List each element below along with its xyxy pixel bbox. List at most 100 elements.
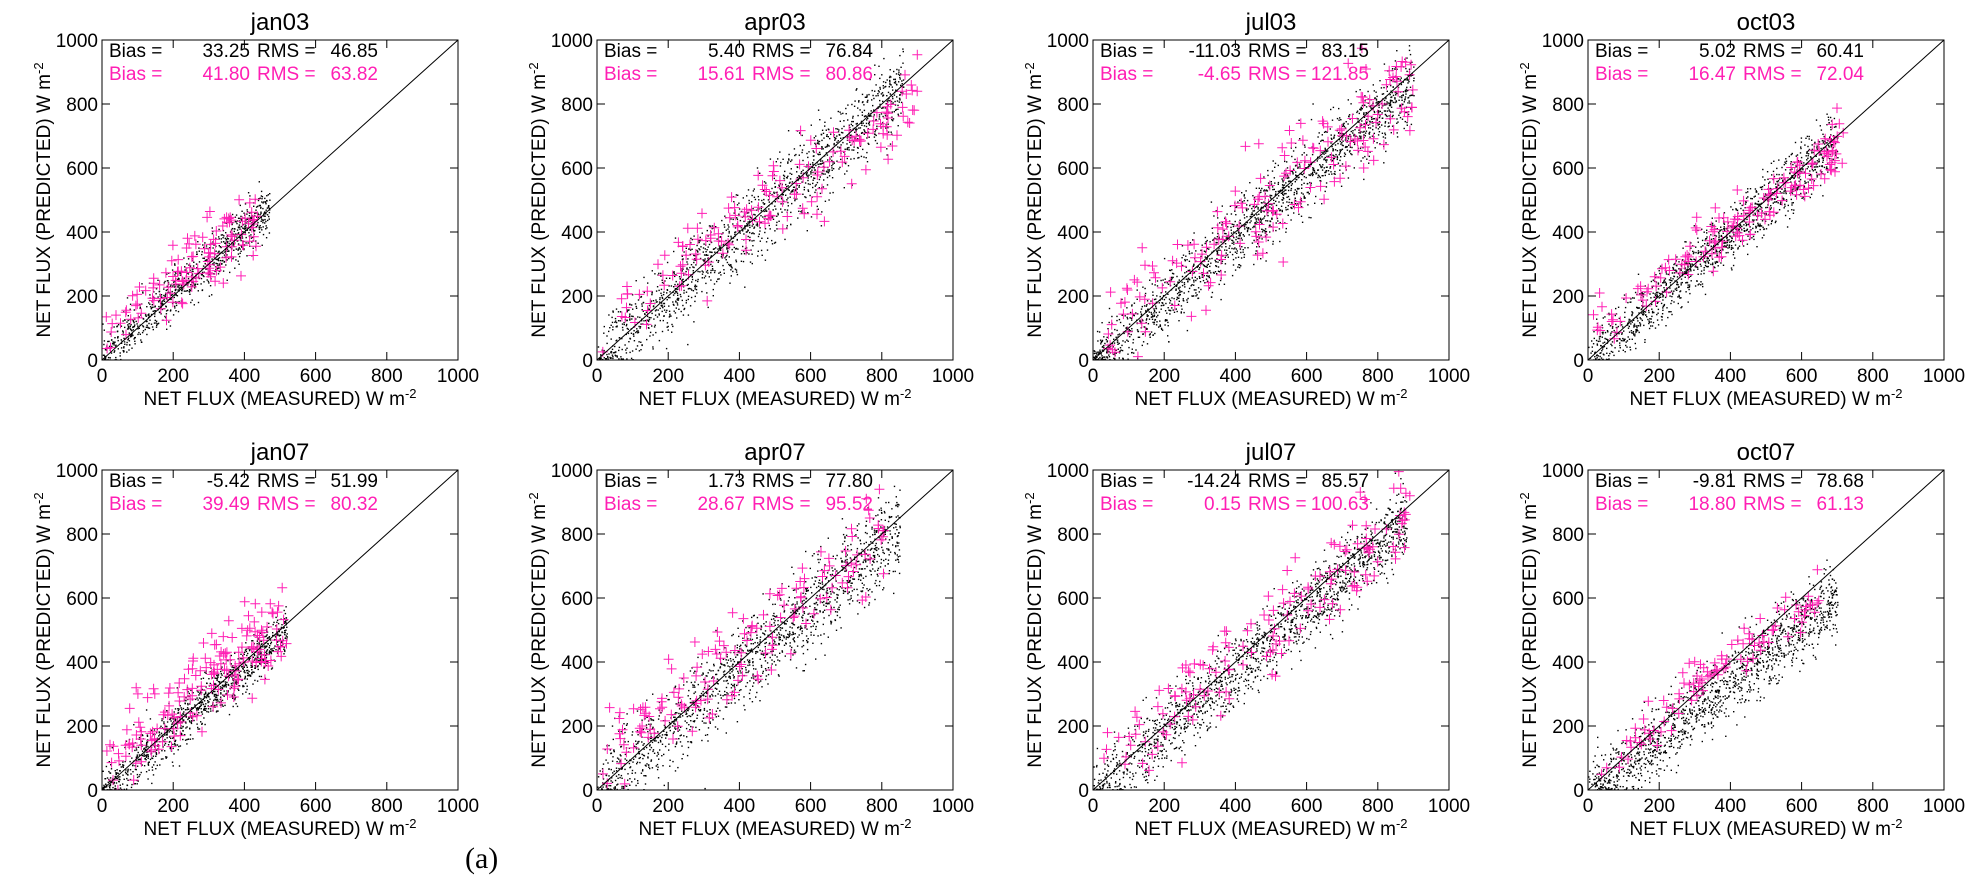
data-point <box>240 250 242 252</box>
data-point <box>694 285 696 288</box>
data-point <box>607 356 609 358</box>
data-point <box>848 146 850 149</box>
data-point <box>1216 241 1218 244</box>
data-point <box>246 255 248 257</box>
data-point <box>814 185 816 187</box>
data-point-plus <box>125 314 136 325</box>
data-point <box>886 95 888 97</box>
data-point <box>716 238 718 240</box>
data-point <box>1408 68 1411 70</box>
data-point <box>1396 132 1398 134</box>
data-point <box>1349 146 1352 148</box>
data-point-plus <box>1285 165 1296 176</box>
data-point <box>1249 215 1251 218</box>
data-point <box>123 351 125 353</box>
data-point <box>771 193 773 196</box>
bias-value: -4.65 <box>1198 64 1241 85</box>
data-point <box>1160 304 1163 307</box>
data-point-plus <box>1356 43 1367 54</box>
data-point <box>207 280 210 283</box>
data-point <box>1191 252 1193 254</box>
data-point <box>842 112 844 115</box>
data-point <box>703 243 705 245</box>
data-point <box>102 354 105 356</box>
data-point <box>104 358 107 360</box>
data-point <box>157 296 159 298</box>
data-point-plus <box>634 289 645 300</box>
data-point <box>1337 132 1340 134</box>
data-point <box>1295 178 1297 181</box>
data-point <box>720 274 722 276</box>
data-point <box>1796 154 1799 156</box>
data-point <box>1246 209 1248 212</box>
data-point <box>1215 241 1217 244</box>
data-point <box>730 269 732 271</box>
data-point <box>1106 351 1108 354</box>
x-tick-label: 200 <box>1148 366 1180 387</box>
data-point <box>1147 308 1149 311</box>
data-point <box>1637 330 1639 332</box>
data-point <box>1375 91 1377 93</box>
data-point <box>1377 112 1380 114</box>
data-point <box>806 152 808 155</box>
data-point <box>762 216 764 218</box>
data-point <box>866 96 868 98</box>
data-point <box>257 213 259 215</box>
data-point <box>659 319 661 322</box>
data-point-plus <box>1195 256 1206 267</box>
data-point <box>1391 100 1393 102</box>
data-point-plus <box>1397 56 1408 67</box>
data-point <box>1403 127 1405 130</box>
data-point <box>1136 298 1138 300</box>
data-point <box>641 305 643 307</box>
data-point <box>206 279 208 281</box>
y-tick-label: 600 <box>66 159 98 180</box>
data-point <box>244 203 247 205</box>
data-point <box>260 220 262 222</box>
data-point <box>754 218 757 220</box>
data-point <box>654 310 657 312</box>
data-point <box>1347 99 1349 101</box>
data-point <box>161 303 163 305</box>
data-point-plus <box>1404 125 1415 136</box>
data-point <box>1127 340 1129 342</box>
data-point <box>616 355 618 357</box>
data-point <box>794 154 796 157</box>
data-point <box>896 68 898 71</box>
data-point <box>1252 205 1254 208</box>
data-point <box>1233 223 1235 226</box>
data-point <box>761 237 763 239</box>
data-point <box>857 152 859 154</box>
data-point <box>1105 338 1107 341</box>
data-point <box>806 230 808 232</box>
data-point <box>259 204 261 207</box>
data-point-plus <box>1134 291 1145 302</box>
data-point <box>774 241 777 244</box>
data-point <box>764 228 767 230</box>
data-point <box>1283 184 1286 186</box>
data-point <box>663 309 666 311</box>
data-point <box>1118 318 1121 321</box>
data-point-plus <box>676 280 687 291</box>
data-point-plus <box>1132 277 1143 288</box>
data-point <box>1253 239 1255 242</box>
data-point <box>211 227 213 229</box>
data-point <box>760 209 762 212</box>
data-point <box>217 257 219 260</box>
data-point <box>893 94 896 96</box>
data-point <box>710 279 712 281</box>
data-point <box>661 330 664 333</box>
data-point <box>784 238 786 241</box>
data-point <box>1292 173 1294 175</box>
data-point <box>1146 343 1149 345</box>
data-point <box>1110 334 1112 337</box>
data-point <box>712 248 715 250</box>
data-point <box>225 242 227 245</box>
data-point <box>1108 356 1111 358</box>
data-point <box>727 251 729 253</box>
data-point <box>1257 221 1259 224</box>
data-point <box>693 259 695 261</box>
data-point <box>611 316 613 319</box>
data-point <box>1120 349 1122 351</box>
data-point <box>1308 163 1310 166</box>
